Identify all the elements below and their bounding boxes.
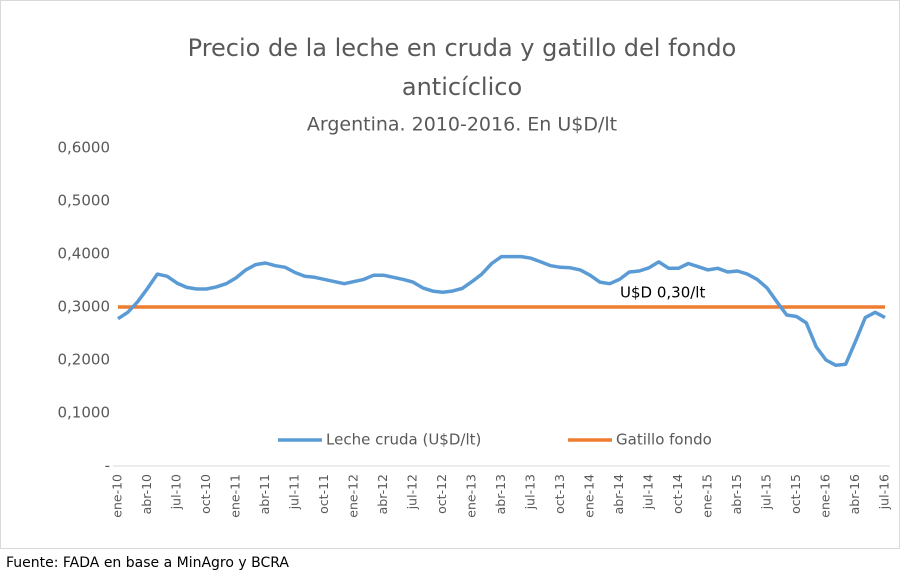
x-tick-label: oct-15 bbox=[788, 474, 803, 514]
y-tick-label: - bbox=[105, 457, 110, 475]
x-tick-label: jul-11 bbox=[287, 474, 302, 510]
x-tick-label: jul-13 bbox=[523, 474, 538, 510]
x-tick-label: ene-13 bbox=[464, 474, 479, 518]
x-tick-label: oct-11 bbox=[316, 474, 331, 514]
x-tick-label: oct-10 bbox=[198, 474, 213, 514]
x-tick-label: jul-15 bbox=[759, 474, 774, 510]
x-tick-label: oct-13 bbox=[552, 474, 567, 514]
y-tick-label: 0,2000 bbox=[58, 351, 111, 369]
x-tick-label: oct-12 bbox=[434, 474, 449, 514]
chart-title: anticíclico bbox=[402, 73, 522, 101]
y-tick-label: 0,5000 bbox=[58, 192, 111, 210]
y-tick-label: 0,3000 bbox=[58, 298, 111, 316]
x-tick-label: jul-16 bbox=[877, 474, 892, 510]
x-tick-label: abr-14 bbox=[611, 474, 626, 514]
x-tick-label: oct-14 bbox=[670, 474, 685, 514]
chart-title: Precio de la leche en cruda y gatillo de… bbox=[188, 34, 737, 62]
x-tick-label: ene-15 bbox=[700, 474, 715, 518]
x-tick-label: ene-14 bbox=[582, 474, 597, 518]
legend-label: Leche cruda (U$D/lt) bbox=[326, 431, 481, 449]
legend-label: Gatillo fondo bbox=[616, 431, 712, 449]
x-tick-label: jul-12 bbox=[405, 474, 420, 510]
x-tick-label: abr-10 bbox=[139, 474, 154, 514]
source-note: Fuente: FADA en base a MinAgro y BCRA bbox=[6, 555, 289, 571]
x-tick-label: abr-15 bbox=[729, 474, 744, 514]
x-tick-label: ene-10 bbox=[110, 474, 125, 518]
x-tick-label: jul-10 bbox=[169, 474, 184, 510]
y-tick-label: 0,4000 bbox=[58, 245, 111, 263]
x-tick-label: abr-12 bbox=[375, 474, 390, 514]
data-line bbox=[117, 254, 886, 368]
annotation: U$D 0,30/lt bbox=[620, 284, 705, 302]
x-tick-label: abr-13 bbox=[493, 474, 508, 514]
x-tick-label: ene-16 bbox=[818, 474, 833, 518]
x-tick-label: abr-16 bbox=[847, 474, 862, 514]
x-tick-label: jul-14 bbox=[641, 474, 656, 510]
x-tick-label: ene-12 bbox=[346, 474, 361, 518]
chart-subtitle: Argentina. 2010-2016. En U$D/lt bbox=[307, 114, 617, 136]
x-tick-label: abr-11 bbox=[257, 474, 272, 514]
x-tick-label: ene-11 bbox=[228, 474, 243, 518]
y-tick-label: 0,1000 bbox=[58, 404, 111, 422]
y-tick-label: 0,6000 bbox=[58, 139, 111, 157]
